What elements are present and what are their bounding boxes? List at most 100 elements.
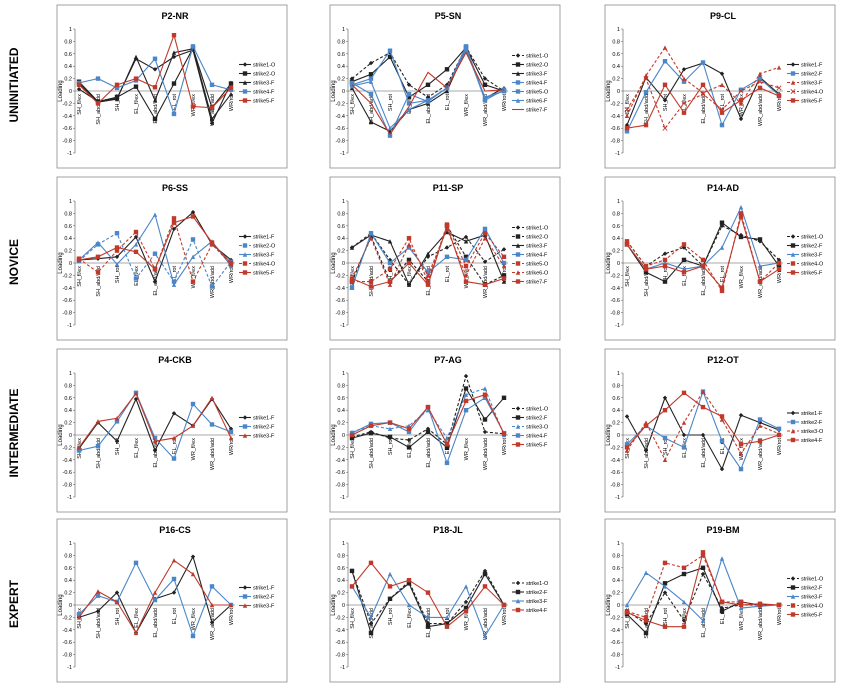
x-tick-label: WR_fl/ex [739,438,745,461]
y-tick-label: 0.6 [64,566,72,572]
legend-entry: strike2-F [801,72,823,78]
data-point [463,398,469,404]
y-tick-label: 0.4 [337,236,345,242]
y-tick-label: -0.4 [63,458,72,464]
y-tick-label: 0 [617,261,620,267]
data-point [700,550,706,555]
y-tick-label: 0.2 [337,249,345,255]
panel-title: P19-BM [706,525,739,535]
data-point [444,88,450,94]
data-point [242,89,248,94]
data-point [209,116,215,122]
y-tick-label: -0.4 [63,628,72,634]
data-point [501,602,507,608]
data-point [463,584,469,589]
data-point [171,435,177,441]
legend-entry: strike5-F [253,271,275,277]
series-strike3-F [624,45,782,118]
panel-border [604,176,836,341]
y-tick-label: -0.8 [63,483,72,489]
data-point [349,432,355,438]
y-tick-label: 0 [617,603,620,609]
data-point [406,581,412,586]
y-tick-label: 0.4 [612,236,620,242]
y-tick-label: -1 [67,665,72,671]
data-point [790,410,796,416]
x-tick-label: EL_fl/ex [682,266,688,286]
data-point [425,95,431,100]
series-strike3-F [76,391,234,450]
x-tick-label: EL_rot [172,266,178,283]
series-strike5-F [349,392,507,447]
y-tick-label: 0 [617,89,620,95]
x-tick-label: EL_abd/add [701,94,707,124]
data-point [624,126,630,131]
x-tick-label: WR_abd/add [210,608,216,640]
series-strike4-F [349,560,507,629]
data-point [95,240,101,245]
data-point [190,254,196,259]
data-point [515,589,521,595]
data-point [171,226,177,232]
x-tick-label: SH_abd/add [96,94,102,125]
data-point [425,273,431,278]
x-tick-label: EL_fl/ex [407,266,413,286]
data-point [368,236,374,241]
x-tick-label: EL_rot [172,94,178,111]
data-point [757,423,763,428]
x-tick-label: SH_rot [115,608,121,626]
data-point [228,602,234,608]
x-tick-label: WR_abd/add [210,94,216,126]
data-point [681,76,687,81]
x-tick-label: WR_abd/add [758,94,764,126]
data-point [738,466,744,472]
data-point [242,433,248,438]
data-point [662,98,668,103]
panel-title: P16-CS [159,525,191,535]
data-point [501,273,507,278]
legend-entry: strike7-F [526,108,548,114]
chart-panel-p14-ad: P14-AD 1 0.8 0.6 0.4 0.2 0 -0.2 -0.4 -0.6 -0.8 -1 Lo… [604,176,836,341]
data-point [349,435,355,441]
data-point [387,126,393,131]
y-tick-label: 0.6 [612,396,620,402]
data-point [425,279,431,284]
x-tick-label: SH_abd/add [644,94,650,125]
data-point [463,254,469,259]
x-tick-label: EL_rot [445,94,451,111]
legend-entry: strike3-F [801,253,823,259]
data-point [349,76,355,81]
y-tick-label: -0.4 [336,286,345,292]
legend-entry: strike5-F [801,271,823,277]
y-axis-label: Loading [58,80,64,101]
y-tick-label: 0 [342,603,345,609]
legend-entry: strike3-F [526,72,548,78]
legend-entry: strike1-O [801,577,824,583]
data-point [444,460,450,466]
data-point [463,234,469,240]
data-point [738,451,744,456]
data-point [482,417,488,422]
data-point [209,422,215,427]
chart-panel-p2-nr: P2-NR 1 0.8 0.6 0.4 0.2 0 -0.2 -0.4 -0.6 -0.8 -1 Loa… [56,4,288,169]
chart-panel-p7-ag: P7-AG 1 0.8 0.6 0.4 0.2 0 -0.2 -0.4 -0.6 -0.8 -1 Loa… [329,348,561,513]
data-point [681,445,687,450]
data-point [482,429,488,435]
data-point [624,602,630,608]
legend-entry: strike7-F [526,280,548,286]
series-strike4-O [624,76,782,131]
data-point [624,107,630,113]
legend-entry: strike3-F [253,81,275,87]
data-point [133,391,139,396]
data-point [76,445,82,450]
legend-entry: strike1-O [253,63,276,69]
data-point [790,270,796,275]
data-point [501,254,507,259]
data-point [700,91,706,97]
data-point [209,584,215,589]
data-point [463,408,469,413]
data-point [662,279,668,284]
y-axis-label: Loading [58,594,64,615]
data-point [349,584,355,589]
row-label-expert: EXPERT [7,579,21,628]
